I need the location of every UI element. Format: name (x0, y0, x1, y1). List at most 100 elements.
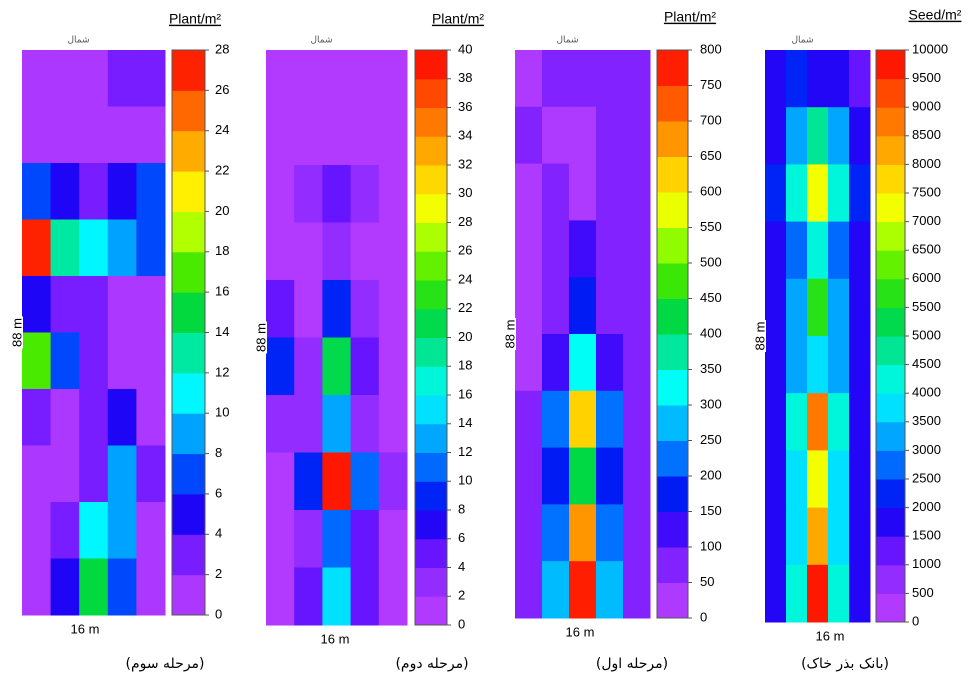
contour-cell (542, 334, 570, 392)
colorbar-band (876, 364, 905, 394)
contour-cell (107, 445, 137, 503)
contour-cell (266, 280, 295, 338)
tick-label: 24 (215, 122, 229, 137)
contour-cell (22, 445, 52, 503)
tick-label: 6000 (912, 270, 941, 285)
contour-cell (322, 165, 352, 223)
y-axis-label: 88 m (752, 322, 767, 351)
colorbar-band (172, 413, 205, 455)
tick-label: 8000 (912, 156, 941, 171)
contour-cell (623, 277, 651, 335)
contour-cell (569, 106, 597, 165)
colorbar-band (172, 292, 205, 333)
colorbar-band (876, 536, 905, 566)
colorbar-band (657, 440, 688, 477)
contour-cell (107, 502, 137, 559)
colorbar-band (172, 171, 205, 212)
contour-cell (294, 50, 323, 108)
contour-cell (136, 106, 166, 164)
contour-cell (294, 222, 323, 281)
contour-cell (596, 220, 624, 278)
contour-cell (542, 163, 570, 221)
y-axis-label: 88 m (502, 320, 517, 349)
contour-cell (786, 336, 808, 394)
contour-cell (623, 163, 651, 221)
contour-cell (378, 280, 408, 338)
tick-label: 200 (700, 467, 722, 482)
contour-cell (50, 163, 80, 220)
contour-cell (807, 107, 829, 165)
y-label-bg (755, 320, 766, 352)
colorbar-band (172, 130, 205, 172)
contour-cell (807, 336, 829, 394)
colorbar-band (172, 211, 205, 253)
y-axis-label: 88 m (253, 323, 268, 352)
contour-cell (596, 334, 624, 392)
contour-cell (50, 332, 80, 390)
contour-cell (828, 278, 850, 337)
tick-label: 40 (458, 41, 472, 56)
caption: (بانک بذر خاک) (801, 656, 889, 672)
tick-label: 2 (458, 588, 465, 603)
tick-label: 5000 (912, 327, 941, 342)
colorbar-band (876, 593, 905, 623)
contour-cell (136, 332, 166, 390)
contour-cell (378, 222, 408, 281)
colorbar-band (657, 227, 688, 264)
contour-cell (515, 504, 543, 562)
tick-label: 500 (700, 254, 722, 269)
tick-label: 0 (700, 609, 707, 624)
contour-cell (515, 277, 543, 335)
contour-cell (79, 502, 109, 559)
tick-label: 500 (912, 585, 934, 600)
tick-label: 2 (215, 566, 222, 581)
contour-cell (569, 447, 597, 505)
contour-cell (350, 50, 380, 108)
contour-cell (107, 106, 137, 164)
colorbar-band (657, 263, 688, 299)
contour-cell (849, 278, 871, 337)
colorbar-band (876, 307, 905, 337)
contour-cell (79, 332, 109, 390)
contour-cell (50, 276, 80, 333)
contour-cell (350, 337, 380, 396)
tick-label: 4 (458, 559, 465, 574)
contour-cell (322, 337, 352, 396)
contour-cell (107, 389, 137, 446)
colorbar-band (657, 192, 688, 228)
contour-cell (569, 163, 597, 221)
contour-cell (542, 561, 570, 619)
contour-cell (515, 390, 543, 449)
contour-cell (136, 276, 166, 333)
contour-cell (623, 447, 651, 505)
contour-cell (828, 564, 850, 623)
contour-cell (849, 50, 871, 108)
contour-cell (542, 447, 570, 505)
contour-cell (22, 106, 52, 164)
colorbar-band (876, 107, 905, 137)
contour-cell (79, 50, 109, 107)
tick-label: 0 (912, 613, 919, 628)
tick-label: 22 (215, 163, 229, 178)
tick-label: 12 (458, 444, 472, 459)
contour-cell (542, 390, 570, 449)
contour-cell (322, 222, 352, 281)
tick-label: 28 (458, 214, 472, 229)
contour-cell (378, 107, 408, 166)
contour-cell (378, 452, 408, 511)
contour-cell (596, 390, 624, 449)
tick-label: 6 (215, 485, 222, 500)
contour-cell (623, 106, 651, 165)
contour-cell (266, 567, 295, 626)
y-label-bg (505, 318, 516, 350)
contour-cell (266, 165, 295, 223)
tick-label: 750 (700, 77, 722, 92)
x-axis-label: 16 m (816, 628, 845, 643)
contour-cell (849, 450, 871, 509)
tick-label: 5500 (912, 299, 941, 314)
contour-cell (828, 336, 850, 394)
colorbar-band (876, 336, 905, 366)
contour-cell (294, 452, 323, 511)
colorbar-band (657, 405, 688, 441)
colorbar-band (876, 250, 905, 280)
